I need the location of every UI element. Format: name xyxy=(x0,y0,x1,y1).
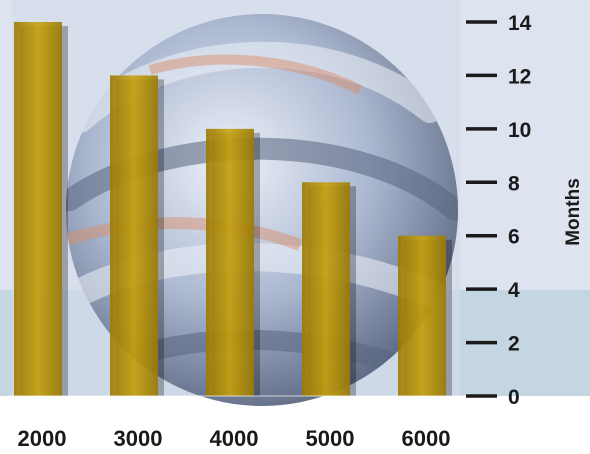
y-tick-label-14: 14 xyxy=(508,12,532,35)
y-axis: 0 2 4 6 8 10 12 14 xyxy=(8,12,532,409)
bar-2000 xyxy=(14,22,62,396)
y-tick-label-6: 6 xyxy=(508,226,520,249)
x-axis-labels: 2000 3000 4000 5000 6000 xyxy=(18,426,451,451)
x-tick-label-5000: 5000 xyxy=(306,426,355,451)
x-tick-label-3000: 3000 xyxy=(114,426,163,451)
bar-4000 xyxy=(206,128,254,396)
y-tick-label-12: 12 xyxy=(508,65,531,88)
y-tick-label-4: 4 xyxy=(508,279,520,302)
x-tick-label-2000: 2000 xyxy=(18,426,67,451)
bar-3000 xyxy=(110,75,158,396)
y-tick-label-0: 0 xyxy=(508,386,520,409)
y-tick-label-10: 10 xyxy=(508,119,531,142)
bar-5000 xyxy=(302,182,350,396)
bars-layer xyxy=(14,22,452,396)
y-tick-label-2: 2 xyxy=(508,333,520,356)
x-tick-label-4000: 4000 xyxy=(210,426,259,451)
y-tick-label-8: 8 xyxy=(508,172,520,195)
bar-6000 xyxy=(398,235,446,396)
x-tick-label-6000: 6000 xyxy=(402,426,451,451)
label-strip xyxy=(0,396,590,454)
y-axis-title: Months xyxy=(563,178,584,246)
